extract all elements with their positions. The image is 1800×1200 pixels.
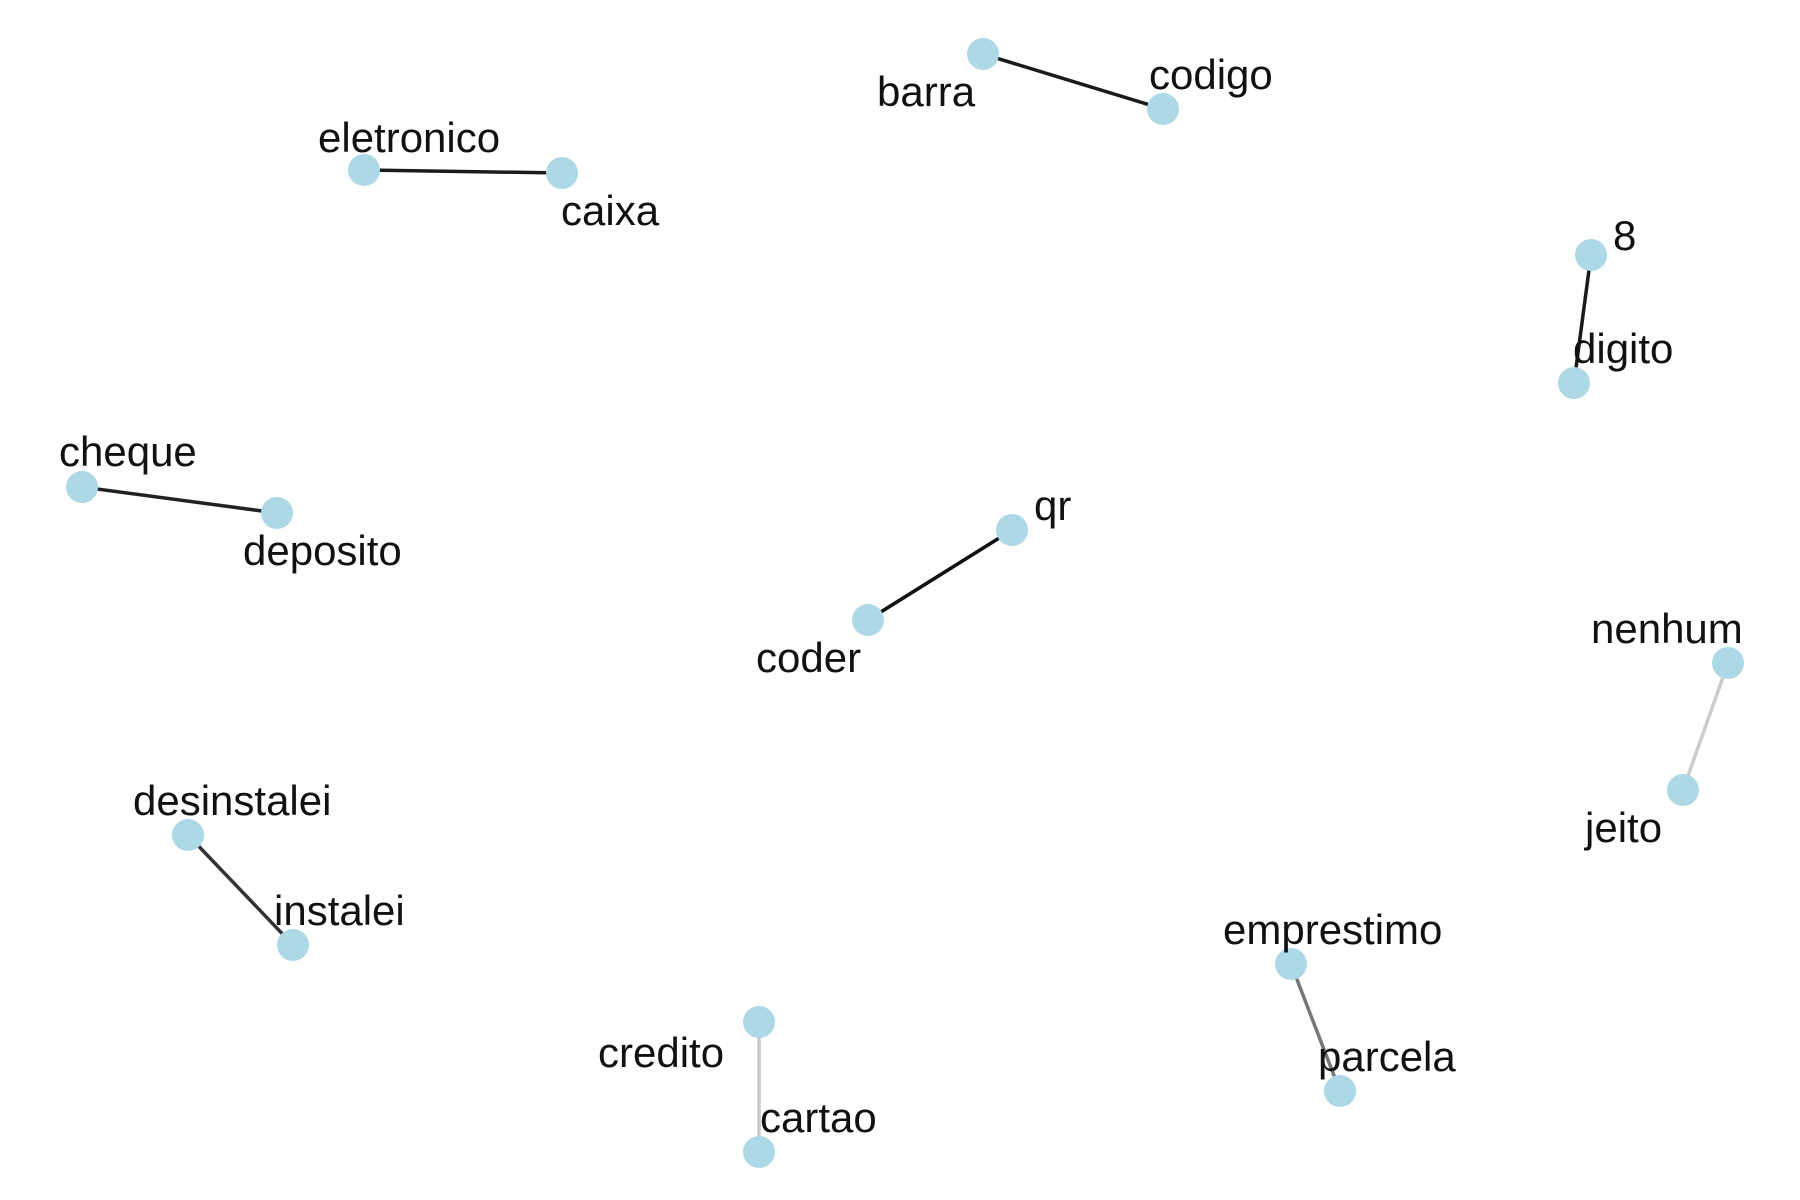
edge-nenhum-jeito (1681, 662, 1730, 791)
labels-layer: barra codigo eletronico caixa 8 digito c… (59, 51, 1743, 1141)
label-codigo: codigo (1149, 51, 1273, 98)
label-deposito: deposito (243, 527, 402, 574)
label-parcela: parcela (1318, 1033, 1456, 1080)
label-barra: barra (877, 68, 976, 115)
node-8[interactable] (1575, 239, 1607, 271)
edge-eletronico-caixa (363, 168, 563, 175)
edge-8-digito (1572, 254, 1593, 384)
node-cartao[interactable] (743, 1136, 775, 1168)
edge-barra-codigo (982, 52, 1164, 111)
label-emprestimo: emprestimo (1223, 906, 1442, 953)
label-nenhum: nenhum (1591, 605, 1743, 652)
edge-cheque-deposito (81, 485, 278, 515)
label-instalei: instalei (274, 887, 405, 934)
label-credito: credito (598, 1029, 724, 1076)
node-digito[interactable] (1558, 367, 1590, 399)
node-qr[interactable] (996, 514, 1028, 546)
label-caixa: caixa (561, 187, 660, 234)
label-cartao: cartao (760, 1094, 877, 1141)
edge-desinstalei-instalei (186, 833, 295, 947)
node-cheque[interactable] (66, 471, 98, 503)
node-caixa[interactable] (546, 157, 578, 189)
node-eletronico[interactable] (348, 154, 380, 186)
node-credito[interactable] (743, 1006, 775, 1038)
label-eletronico: eletronico (318, 114, 500, 161)
node-nenhum[interactable] (1712, 647, 1744, 679)
label-qr: qr (1034, 482, 1071, 529)
edges-layer (81, 52, 1730, 1152)
edge-qr-coder (867, 528, 1013, 622)
node-codigo[interactable] (1147, 93, 1179, 125)
label-coder: coder (756, 634, 861, 681)
label-jeito: jeito (1583, 804, 1662, 851)
edge-emprestimo-parcela (1289, 963, 1342, 1092)
node-parcela[interactable] (1324, 1075, 1356, 1107)
node-emprestimo[interactable] (1275, 948, 1307, 980)
nodes-layer (66, 38, 1744, 1168)
label-8: 8 (1613, 212, 1636, 259)
node-instalei[interactable] (277, 929, 309, 961)
label-digito: digito (1573, 325, 1673, 372)
node-coder[interactable] (852, 604, 884, 636)
node-jeito[interactable] (1667, 774, 1699, 806)
node-deposito[interactable] (261, 497, 293, 529)
node-barra[interactable] (967, 38, 999, 70)
node-desinstalei[interactable] (172, 819, 204, 851)
label-cheque: cheque (59, 428, 197, 475)
label-desinstalei: desinstalei (133, 777, 331, 824)
